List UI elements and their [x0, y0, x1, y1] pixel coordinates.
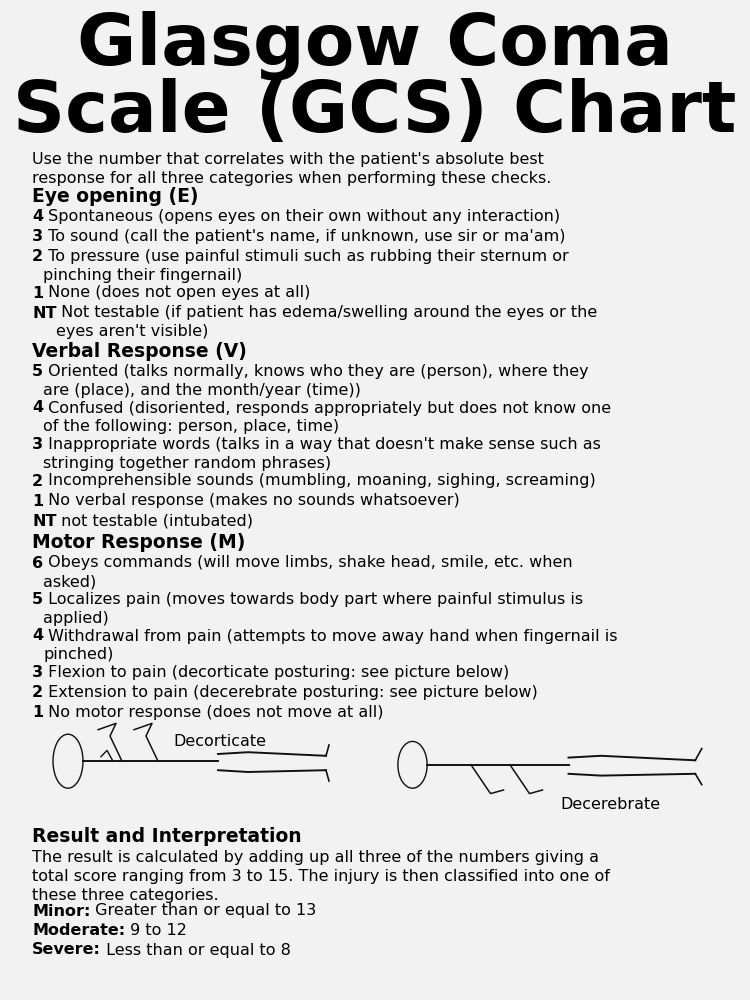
Text: 2: 2: [32, 474, 43, 488]
Text: No motor response (does not move at all): No motor response (does not move at all): [43, 705, 383, 720]
Text: 4: 4: [32, 400, 43, 416]
Text: Not testable (if patient has edema/swelling around the eyes or the
eyes aren't v: Not testable (if patient has edema/swell…: [56, 306, 598, 339]
Text: Less than or equal to 8: Less than or equal to 8: [100, 942, 291, 958]
Text: 3: 3: [32, 665, 43, 680]
Text: The result is calculated by adding up all three of the numbers giving a
total sc: The result is calculated by adding up al…: [32, 850, 610, 903]
Text: Use the number that correlates with the patient's absolute best
response for all: Use the number that correlates with the …: [32, 152, 551, 186]
Text: Inappropriate words (talks in a way that doesn't make sense such as
stringing to: Inappropriate words (talks in a way that…: [43, 437, 601, 471]
Text: Spontaneous (opens eyes on their own without any interaction): Spontaneous (opens eyes on their own wit…: [43, 209, 560, 224]
Text: 5: 5: [32, 364, 43, 379]
Text: Minor:: Minor:: [32, 904, 90, 918]
Text: 4: 4: [32, 209, 43, 224]
Text: 2: 2: [32, 249, 43, 264]
Text: Flexion to pain (decorticate posturing: see picture below): Flexion to pain (decorticate posturing: …: [43, 665, 509, 680]
Text: NT: NT: [32, 306, 56, 320]
Text: Verbal Response (V): Verbal Response (V): [32, 342, 247, 361]
Text: 2: 2: [32, 685, 43, 700]
Text: Obeys commands (will move limbs, shake head, smile, etc. when
asked): Obeys commands (will move limbs, shake h…: [43, 556, 573, 589]
Text: 5: 5: [32, 592, 43, 607]
Text: Greater than or equal to 13: Greater than or equal to 13: [90, 904, 316, 918]
Text: Incomprehensible sounds (mumbling, moaning, sighing, screaming): Incomprehensible sounds (mumbling, moani…: [43, 474, 596, 488]
Text: not testable (intubated): not testable (intubated): [56, 514, 254, 528]
Text: 6: 6: [32, 556, 43, 570]
Text: Oriented (talks normally, knows who they are (person), where they
are (place), a: Oriented (talks normally, knows who they…: [43, 364, 589, 398]
Text: Severe:: Severe:: [32, 942, 101, 958]
Text: Glasgow Coma: Glasgow Coma: [77, 10, 673, 80]
Text: 4: 4: [32, 629, 43, 644]
Text: 3: 3: [32, 229, 43, 244]
Text: Motor Response (M): Motor Response (M): [32, 534, 245, 552]
Text: 1: 1: [32, 286, 43, 300]
Text: Moderate:: Moderate:: [32, 923, 125, 938]
Text: Scale (GCS) Chart: Scale (GCS) Chart: [13, 78, 736, 147]
Text: None (does not open eyes at all): None (does not open eyes at all): [43, 286, 310, 300]
Text: 1: 1: [32, 493, 43, 508]
Text: Eye opening (E): Eye opening (E): [32, 187, 199, 206]
Text: Localizes pain (moves towards body part where painful stimulus is
applied): Localizes pain (moves towards body part …: [43, 592, 584, 626]
Text: Decerebrate: Decerebrate: [560, 797, 660, 812]
Text: Decorticate: Decorticate: [173, 734, 266, 749]
Text: Withdrawal from pain (attempts to move away hand when fingernail is
pinched): Withdrawal from pain (attempts to move a…: [43, 629, 618, 662]
Text: Confused (disoriented, responds appropriately but does not know one
of the follo: Confused (disoriented, responds appropri…: [43, 400, 611, 434]
Text: Result and Interpretation: Result and Interpretation: [32, 827, 302, 846]
Text: To pressure (use painful stimuli such as rubbing their sternum or
pinching their: To pressure (use painful stimuli such as…: [43, 249, 568, 283]
Text: 3: 3: [32, 437, 43, 452]
Text: No verbal response (makes no sounds whatsoever): No verbal response (makes no sounds what…: [43, 493, 460, 508]
Text: NT: NT: [32, 514, 56, 528]
Text: 1: 1: [32, 705, 43, 720]
Text: To sound (call the patient's name, if unknown, use sir or ma'am): To sound (call the patient's name, if un…: [43, 229, 566, 244]
Text: 9 to 12: 9 to 12: [125, 923, 187, 938]
Text: Extension to pain (decerebrate posturing: see picture below): Extension to pain (decerebrate posturing…: [43, 685, 538, 700]
